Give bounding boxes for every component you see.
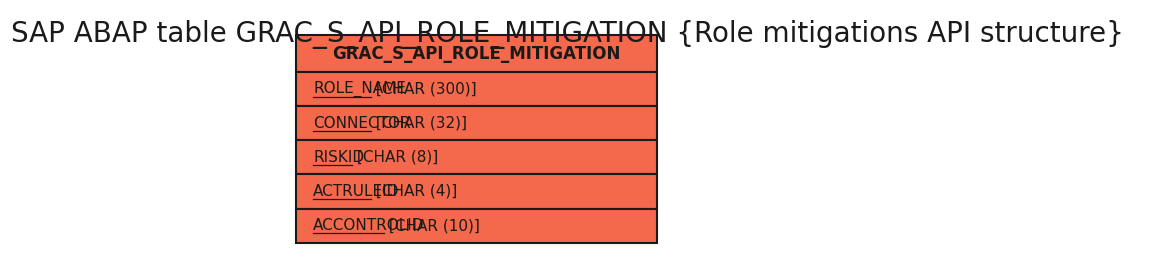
Text: [CHAR (8)]: [CHAR (8)] (352, 150, 438, 165)
FancyBboxPatch shape (296, 174, 657, 209)
Text: [CHAR (10)]: [CHAR (10)] (385, 218, 480, 233)
Text: ACCONTROLID: ACCONTROLID (313, 218, 424, 233)
Text: ACTRULEID: ACTRULEID (313, 184, 400, 199)
FancyBboxPatch shape (296, 36, 657, 72)
Text: [CHAR (32)]: [CHAR (32)] (372, 116, 468, 131)
Text: [CHAR (300)]: [CHAR (300)] (372, 82, 477, 97)
Text: GRAC_S_API_ROLE_MITIGATION: GRAC_S_API_ROLE_MITIGATION (332, 45, 621, 63)
FancyBboxPatch shape (296, 106, 657, 140)
FancyBboxPatch shape (296, 209, 657, 243)
Text: ROLE_NAME: ROLE_NAME (313, 81, 406, 97)
Text: CONNECTOR: CONNECTOR (313, 116, 410, 131)
Text: [CHAR (4)]: [CHAR (4)] (372, 184, 457, 199)
FancyBboxPatch shape (296, 72, 657, 106)
Text: RISKID: RISKID (313, 150, 365, 165)
FancyBboxPatch shape (296, 140, 657, 174)
Text: SAP ABAP table GRAC_S_API_ROLE_MITIGATION {Role mitigations API structure}: SAP ABAP table GRAC_S_API_ROLE_MITIGATIO… (11, 20, 1123, 49)
